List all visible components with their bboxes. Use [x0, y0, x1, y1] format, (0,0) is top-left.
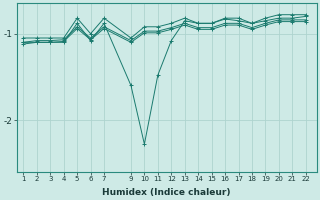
X-axis label: Humidex (Indice chaleur): Humidex (Indice chaleur)	[102, 188, 231, 197]
